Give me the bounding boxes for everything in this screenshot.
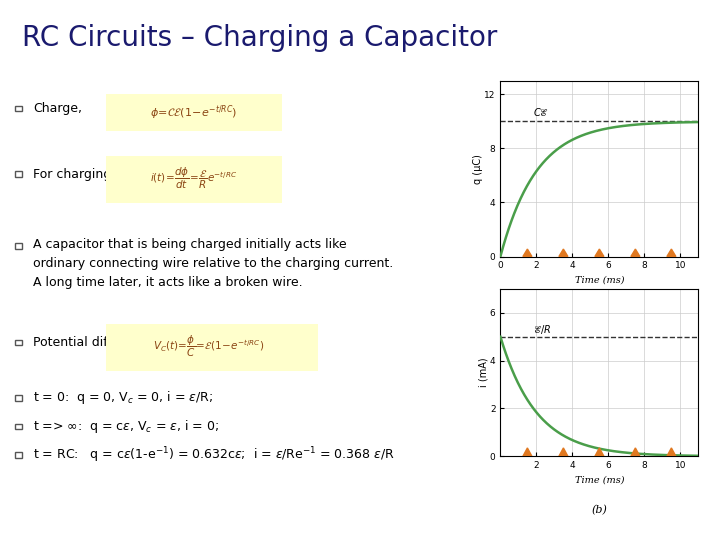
Polygon shape	[559, 249, 568, 256]
Bar	[15, 106, 22, 111]
Text: (a): (a)	[592, 305, 607, 315]
Text: t => $\infty$:  q = c$\varepsilon$, V$_c$ = $\varepsilon$, i = 0;: t => $\infty$: q = c$\varepsilon$, V$_c$…	[33, 418, 219, 435]
Polygon shape	[667, 448, 676, 456]
Text: A capacitor that is being charged initially acts like
ordinary connecting wire r: A capacitor that is being charged initia…	[33, 238, 393, 289]
Y-axis label: i (mA): i (mA)	[478, 358, 488, 387]
Polygon shape	[523, 249, 532, 256]
Text: For charging current,: For charging current,	[33, 168, 164, 181]
Y-axis label: q (μC): q (μC)	[473, 154, 483, 184]
Text: $i(t)\!=\!\dfrac{d\phi}{dt}\!=\!\dfrac{\mathcal{E}}{R}e^{-t/RC}$: $i(t)\!=\!\dfrac{d\phi}{dt}\!=\!\dfrac{\…	[150, 166, 238, 191]
Bar	[15, 171, 22, 177]
Bar	[106, 156, 282, 203]
Text: t = 0:  q = 0, V$_c$ = 0, i = $\varepsilon$/R;: t = 0: q = 0, V$_c$ = 0, i = $\varepsilo…	[33, 389, 212, 407]
Polygon shape	[595, 249, 604, 256]
X-axis label: Time (ms): Time (ms)	[575, 476, 624, 485]
Polygon shape	[667, 249, 676, 256]
X-axis label: Time (ms): Time (ms)	[575, 276, 624, 285]
Text: $C\mathscr{E}$: $C\mathscr{E}$	[533, 106, 549, 118]
Text: RC Circuits – Charging a Capacitor: RC Circuits – Charging a Capacitor	[22, 24, 497, 52]
Polygon shape	[631, 448, 640, 456]
Text: $\mathscr{E}/R$: $\mathscr{E}/R$	[533, 323, 551, 336]
Text: at: at	[94, 497, 110, 514]
Text: Physics: Physics	[14, 496, 102, 516]
Text: October 24, 2007: October 24, 2007	[446, 491, 576, 504]
Bar	[15, 340, 22, 346]
Text: THE EDGE IN KNOWLEDGE: THE EDGE IN KNOWLEDGE	[446, 518, 576, 528]
Bar	[15, 453, 22, 458]
Polygon shape	[595, 448, 604, 456]
Text: (b): (b)	[591, 505, 608, 515]
Text: Charge,: Charge,	[33, 102, 82, 115]
Text: New Jersey's Science & Technology University: New Jersey's Science & Technology Univer…	[169, 524, 344, 534]
Bar	[15, 243, 22, 249]
Text: N J I T: N J I T	[158, 489, 259, 516]
Text: $V_C(t)\!=\!\dfrac{\phi}{C}\!=\!\mathcal{E}(1\!-\!e^{-t/RC})$: $V_C(t)\!=\!\dfrac{\phi}{C}\!=\!\mathcal…	[153, 334, 265, 359]
Text: t = RC:   q = c$\varepsilon$(1-e$^{-1}$) = 0.632c$\varepsilon$;  i = $\varepsilo: t = RC: q = c$\varepsilon$(1-e$^{-1}$) =…	[33, 446, 395, 465]
Bar	[15, 395, 22, 401]
Polygon shape	[559, 448, 568, 456]
Bar	[15, 424, 22, 429]
Bar	[106, 94, 282, 131]
Polygon shape	[523, 448, 532, 456]
Text: $\phi\!=\!\mathcal{CE}(1\!-\!e^{-t/RC})$: $\phi\!=\!\mathcal{CE}(1\!-\!e^{-t/RC})$	[150, 103, 238, 122]
Text: Potential difference,: Potential difference,	[33, 336, 159, 349]
Bar	[106, 324, 318, 371]
Polygon shape	[631, 249, 640, 256]
